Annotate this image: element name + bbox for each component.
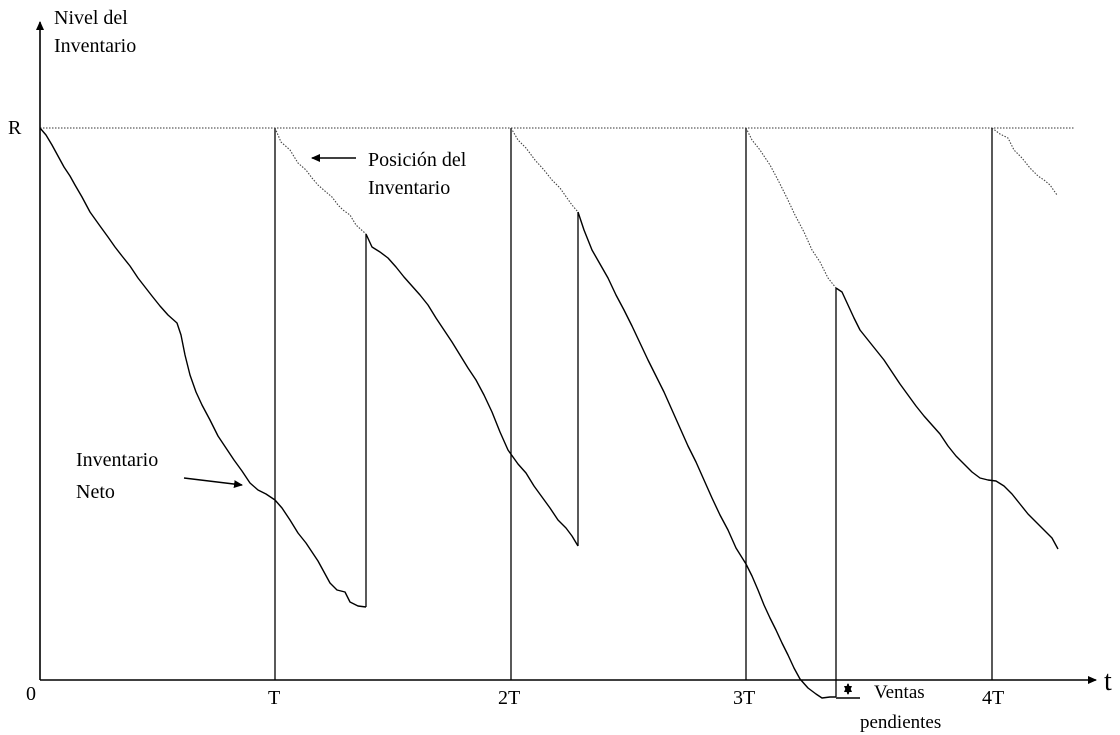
tick-label-T: T [268,687,280,709]
tick-label-2T: 2T [498,687,520,709]
net-curve-2 [365,233,579,547]
position-curve-3 [745,127,837,289]
y-axis-label-line1: Nivel del [54,7,128,29]
net-curve-4 [835,287,1059,550]
position-curve-2 [510,127,579,213]
tick-label-3T: 3T [733,687,755,709]
backorder-label-line1: Ventas [874,682,925,703]
backorder-label-line2: pendientes [860,712,941,733]
net-curve-1 [39,127,367,608]
net-arrow [183,477,243,489]
position-curve-4 [991,127,1058,196]
position-label-line2: Inventario [368,177,450,199]
net-label-line1: Inventario [76,449,158,471]
net-curve-3 [577,211,836,699]
tick-label-4T: 4T [982,687,1004,709]
net-label-line2: Neto [76,481,115,503]
net-inventory-curves [39,127,1059,699]
x-axis-label: t [1104,666,1112,697]
position-label-line1: Posición del [368,149,467,171]
r-label: R [8,117,22,139]
inventory-position-curves [274,127,1058,289]
period-lines [274,128,993,697]
origin-label: 0 [26,683,36,705]
y-axis-label-line2: Inventario [54,35,136,57]
backorder-marker [836,683,860,699]
position-curve-1 [274,127,367,235]
